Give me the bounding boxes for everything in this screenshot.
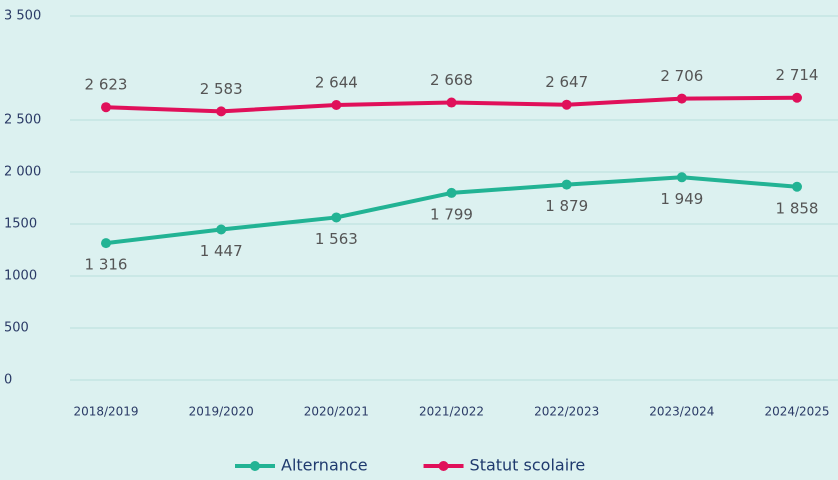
data-label: 1 858 [776,199,819,217]
data-point [101,238,111,249]
legend-marker [250,461,260,471]
y-tick-label: 2 500 [4,113,41,128]
x-tick-label: 2021/2022 [419,405,484,419]
x-tick-label: 2024/2025 [764,405,829,419]
legend-label: Statut scolaire [470,456,586,475]
x-tick-label: 2018/2019 [73,405,138,419]
data-point [446,187,457,198]
data-point [216,106,227,117]
x-tick-label: 2020/2021 [304,405,369,419]
y-tick-label: 2 000 [4,165,41,180]
data-point [331,212,342,223]
data-label: 2 668 [430,71,473,89]
data-point [676,93,687,104]
data-label: 2 583 [200,80,243,98]
data-point [446,97,457,108]
data-label: 2 647 [545,73,588,91]
x-tick-label: 2023/2024 [649,405,714,419]
data-label: 2 706 [660,67,703,85]
data-label: 1 879 [545,197,588,215]
legend-label: Alternance [281,456,368,475]
data-point [676,172,687,183]
x-tick-label: 2022/2023 [534,405,599,419]
data-label: 1 563 [315,230,358,248]
data-label: 2 623 [85,76,128,94]
data-point [792,92,802,103]
data-label: 1 799 [430,205,473,223]
data-point [331,100,342,111]
y-tick-label: 0 [4,373,12,388]
data-label: 2 714 [776,66,819,84]
data-point [561,99,572,110]
data-point [561,179,572,190]
data-point [216,224,227,235]
legend-marker [438,461,449,471]
x-tick-label: 2019/2020 [189,405,254,419]
data-label: 2 644 [315,74,358,92]
y-tick-label: 1000 [4,269,37,284]
y-tick-label: 1500 [4,217,37,232]
data-label: 1 316 [85,256,128,274]
data-label: 1 949 [660,190,703,208]
y-tick-label: 500 [4,321,29,336]
data-point [101,102,111,113]
data-label: 1 447 [200,242,243,260]
y-tick-label: 3 500 [4,9,41,24]
data-point [792,181,802,192]
